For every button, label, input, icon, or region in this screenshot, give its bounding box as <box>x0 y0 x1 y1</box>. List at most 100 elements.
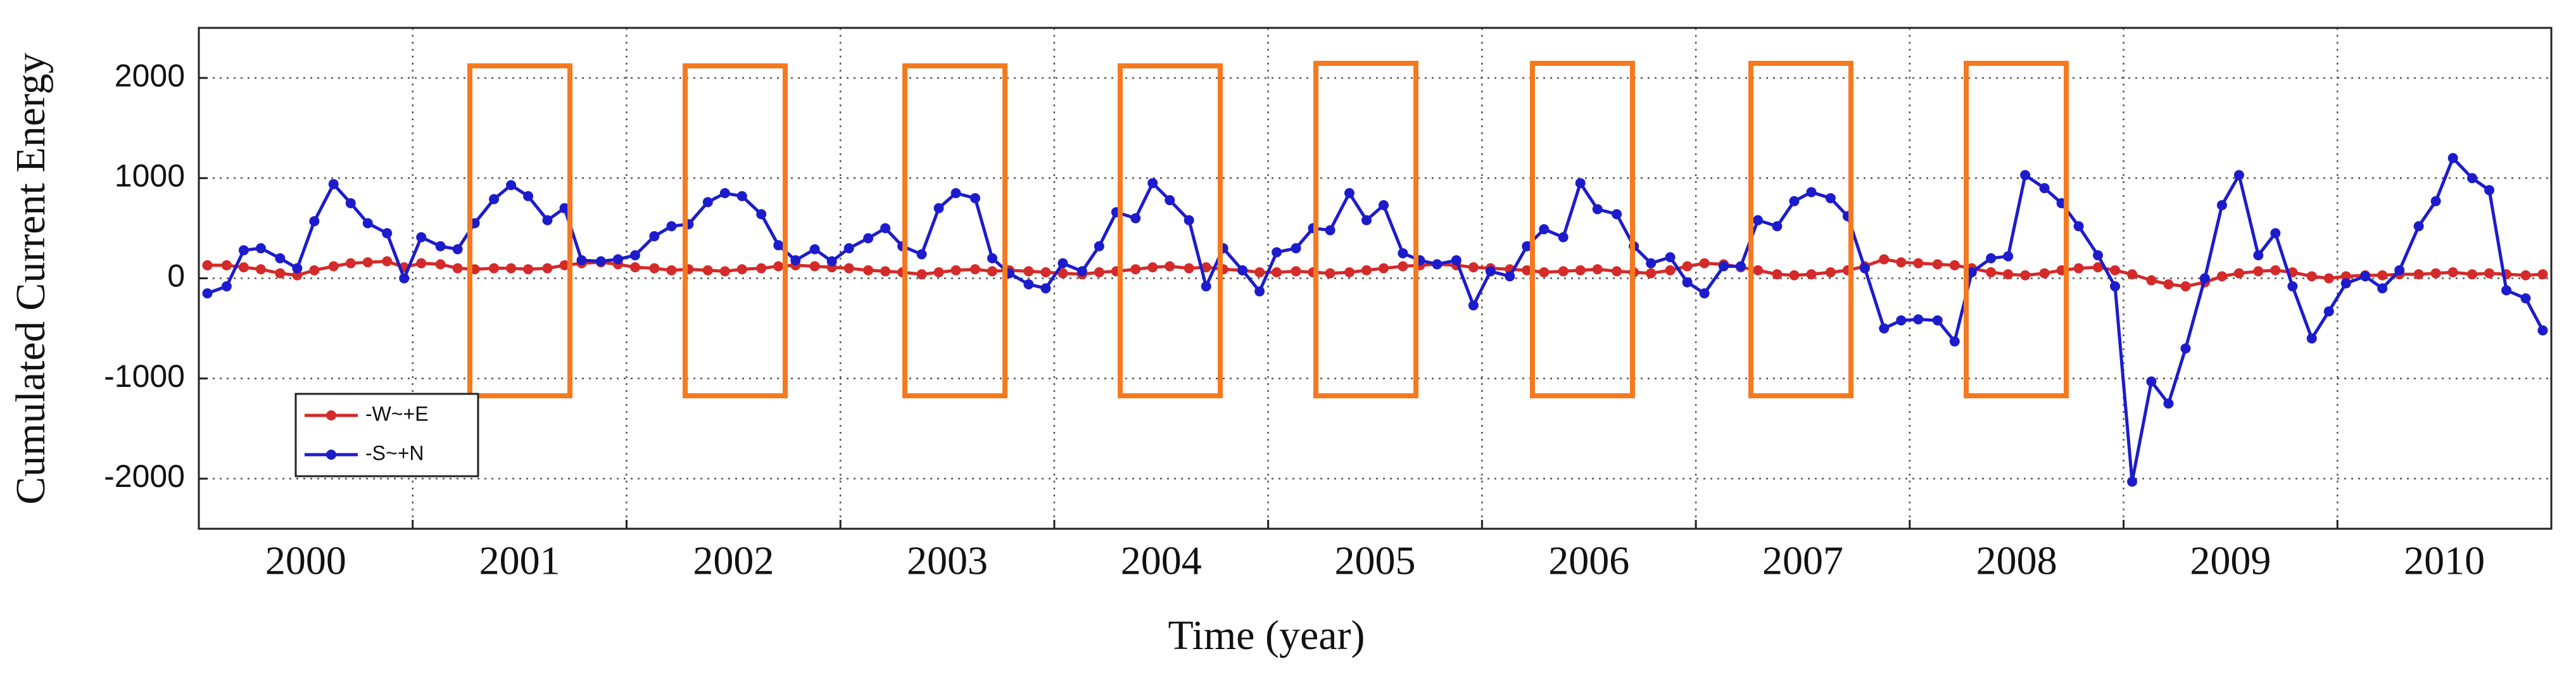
data-point <box>2199 273 2210 284</box>
data-point <box>1325 225 1335 236</box>
data-point <box>1789 270 1800 281</box>
data-point <box>1913 258 1924 268</box>
data-point <box>382 256 393 267</box>
data-point <box>1896 315 1907 325</box>
data-point <box>1344 267 1354 278</box>
data-point <box>2484 185 2495 196</box>
y-tick-label: 0 <box>167 258 185 294</box>
data-point <box>292 270 303 281</box>
data-point <box>1699 258 1710 268</box>
data-point <box>506 263 517 274</box>
x-tick-label: 2005 <box>1335 538 1416 583</box>
data-point <box>1859 263 1870 274</box>
data-point <box>489 263 500 274</box>
data-point <box>1592 204 1603 215</box>
data-point <box>1130 213 1141 224</box>
data-point <box>1147 262 1158 273</box>
data-point <box>916 249 927 260</box>
data-point <box>345 198 356 208</box>
data-point <box>1325 268 1335 279</box>
data-point <box>773 240 784 251</box>
data-point <box>2520 293 2531 304</box>
data-point <box>719 266 730 277</box>
x-tick-label: 2002 <box>693 538 774 583</box>
data-point <box>506 180 517 191</box>
data-point <box>345 258 356 268</box>
data-point <box>1398 248 1408 258</box>
data-point <box>2447 153 2458 163</box>
data-point <box>2537 269 2548 280</box>
data-point <box>987 266 997 277</box>
data-point <box>1184 215 1194 225</box>
highlight-box <box>683 63 788 398</box>
data-point <box>666 221 677 232</box>
data-point <box>2270 228 2281 239</box>
data-point <box>933 203 944 213</box>
data-point <box>2039 183 2050 194</box>
data-point <box>2216 271 2227 282</box>
data-point <box>576 255 587 266</box>
data-point <box>1539 267 1550 278</box>
data-point <box>809 261 820 272</box>
data-point <box>595 256 606 267</box>
highlight-box <box>1964 61 2069 398</box>
x-axis-title: Time (year) <box>1168 612 1365 659</box>
y-tick-label: 2000 <box>115 58 185 93</box>
data-point <box>1485 266 1496 277</box>
data-point <box>1291 266 1301 277</box>
data-point <box>1023 279 1034 289</box>
data-point <box>2233 268 2244 279</box>
data-point <box>1237 265 1248 275</box>
data-point <box>1949 260 1960 270</box>
data-point <box>2233 170 2244 180</box>
data-point <box>2447 267 2458 278</box>
data-point <box>1398 261 1408 272</box>
data-point <box>2323 273 2334 284</box>
data-point <box>649 263 660 274</box>
data-point <box>1665 252 1676 263</box>
series-line <box>207 257 2543 288</box>
data-point <box>1789 196 1800 206</box>
highlight-boxes <box>467 61 2069 398</box>
legend-box <box>294 393 479 477</box>
data-point <box>238 262 249 273</box>
data-point <box>559 203 570 213</box>
data-point <box>2253 266 2264 277</box>
data-point <box>2163 279 2174 289</box>
data-point <box>1558 266 1569 277</box>
data-point <box>826 256 837 267</box>
data-point <box>1291 243 1301 254</box>
data-point <box>2110 281 2121 292</box>
data-point <box>255 243 266 254</box>
data-point <box>1165 261 1175 272</box>
data-point <box>1379 263 1389 274</box>
data-point <box>2467 173 2478 184</box>
data-point <box>950 188 961 199</box>
data-point <box>1825 193 1836 203</box>
data-point <box>1772 221 1783 232</box>
data-point <box>1718 261 1729 272</box>
data-point <box>1272 267 1282 278</box>
data-point <box>2093 262 2104 273</box>
data-point <box>1966 267 1977 278</box>
data-point <box>382 228 393 239</box>
data-point <box>309 216 320 227</box>
data-point <box>1254 267 1265 278</box>
highlight-box <box>1748 61 1853 398</box>
data-point <box>950 265 961 275</box>
legend-label: -S~+N <box>365 441 424 464</box>
data-point <box>2323 306 2334 317</box>
data-point <box>1612 209 1622 220</box>
data-point <box>1949 336 1960 347</box>
data-point <box>1184 263 1194 274</box>
data-point <box>843 243 854 254</box>
x-tick-label: 2009 <box>2190 538 2271 583</box>
data-point <box>880 223 891 234</box>
data-point <box>435 241 446 251</box>
data-point <box>649 231 660 242</box>
data-point <box>2413 269 2424 280</box>
data-point <box>2146 275 2157 286</box>
data-point <box>933 267 944 278</box>
data-point <box>1753 265 1764 275</box>
